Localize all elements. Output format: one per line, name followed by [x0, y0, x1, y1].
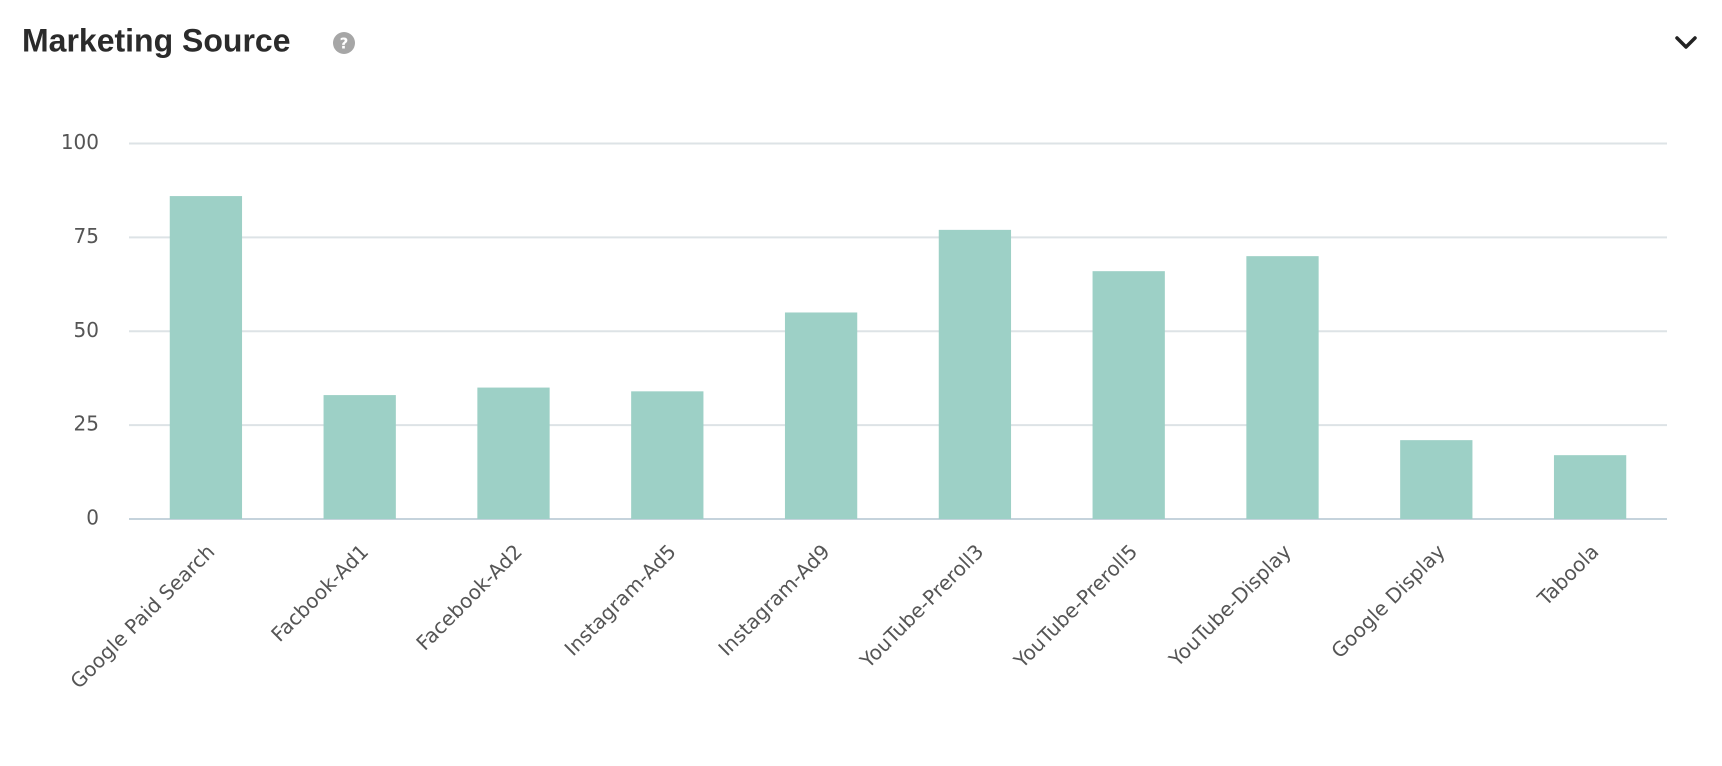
- bar: [1400, 440, 1473, 519]
- bar: [631, 391, 704, 519]
- x-tick-label: Instagram-Ad5: [560, 539, 681, 660]
- bar: [169, 196, 243, 519]
- y-tick-label: 0: [86, 506, 99, 530]
- x-tick-label: Instagram-Ad9: [713, 539, 834, 660]
- bar: [323, 395, 396, 519]
- x-tick-label: Google Display: [1326, 539, 1450, 663]
- bar: [1246, 256, 1319, 519]
- y-tick-label: 25: [74, 412, 99, 436]
- x-tick-label: YouTube-Preroll5: [1008, 539, 1142, 673]
- x-tick-label: Facebook-Ad2: [411, 539, 527, 655]
- bar: [1553, 455, 1627, 519]
- y-tick-label: 75: [74, 224, 99, 248]
- x-tick-label: YouTube-Preroll3: [855, 539, 989, 673]
- y-tick-label: 100: [61, 130, 99, 154]
- chart-title: Marketing Source: [22, 22, 291, 58]
- x-tick-label: Facbook-Ad1: [266, 539, 373, 646]
- bar: [1092, 271, 1165, 519]
- bar: [784, 312, 858, 519]
- bar: [938, 229, 1012, 520]
- x-tick-label: Google Paid Search: [65, 539, 219, 693]
- help-icon-mark[interactable]: ?: [340, 35, 349, 53]
- bar: [477, 387, 550, 519]
- x-tick-label: Taboola: [1532, 539, 1604, 611]
- help-icon-circle[interactable]: [333, 32, 355, 54]
- collapse-chevron[interactable]: [1675, 36, 1697, 49]
- y-tick-label: 50: [74, 318, 99, 342]
- x-tick-label: YouTube-Display: [1164, 539, 1297, 672]
- help-icon[interactable]: ?: [333, 32, 355, 54]
